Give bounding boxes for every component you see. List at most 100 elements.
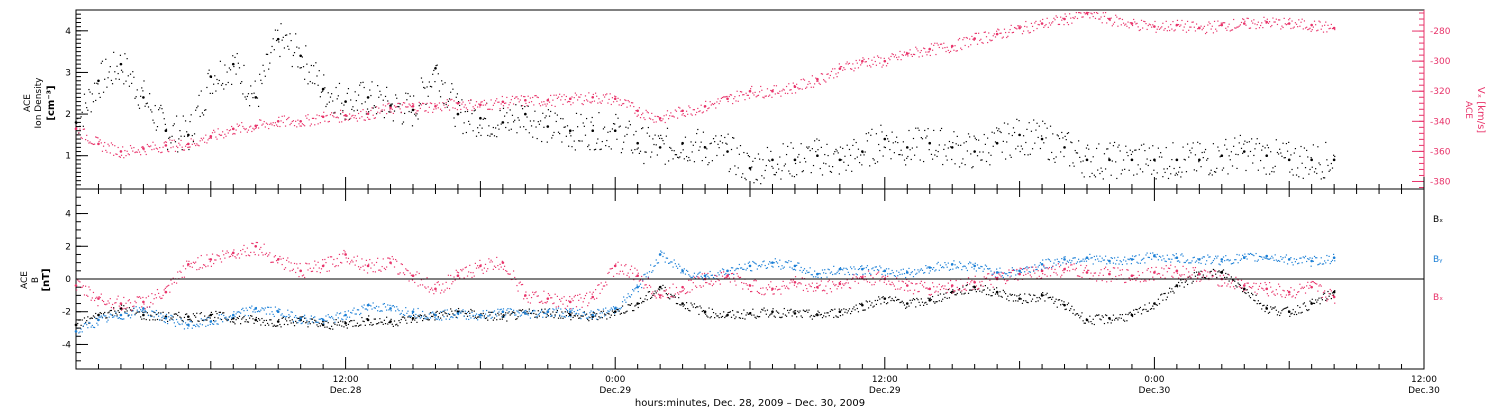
bz-series-dot [183,276,186,278]
density-series-dot [165,128,168,130]
bz-series-dot [296,263,298,265]
by-series-dot [278,308,280,310]
density-series-dot [656,154,658,156]
bx-series-dot [867,307,870,309]
density-series-dot [430,86,433,88]
by-series-dot [616,307,618,309]
bx-series-dot [964,292,966,294]
vx-series-dot [1247,17,1249,20]
bz-series-point [119,302,123,305]
density-series-dot [371,81,373,83]
density-series-dot [909,149,911,151]
bx-series-dot [404,317,406,319]
vx-series-dot [553,94,555,96]
by-series-dot [572,307,574,310]
density-series-dot [243,64,245,67]
bx-series-dot [390,318,392,320]
density-series-dot [1328,170,1330,172]
by-series-dot [964,265,966,267]
vx-series-dot [773,85,775,87]
density-series-dot [1186,143,1189,145]
vx-series-dot [750,88,752,90]
bx-series-dot [590,314,592,316]
by-series-dot [903,272,906,275]
by-series-dot [97,324,99,326]
bx-series-dot [231,318,233,321]
bx-series-dot [665,292,667,295]
bx-series-dot [689,310,691,312]
vx-series-dot [1289,17,1291,20]
by-series-dot [748,261,751,263]
density-series-dot [790,142,792,144]
bx-series-dot [1285,307,1288,309]
vx-series-dot [330,112,333,114]
vx-series-dot [806,86,808,88]
bz-series-dot [106,303,108,305]
density-series-dot [544,117,546,119]
bx-series-dot [1317,299,1319,301]
bz-series-dot [320,268,323,270]
density-series-dot [1151,173,1153,175]
vx-series-dot [417,110,419,112]
vx-series-dot [1286,23,1289,25]
vx-series-dot [785,85,788,88]
density-series-dot [293,52,296,54]
density-series-dot [406,99,408,101]
by-series-dot [1083,260,1085,262]
density-series-dot [346,92,348,95]
bx-series-dot [1025,300,1027,302]
density-series-dot [1213,171,1216,173]
density-series-dot [770,150,772,153]
vx-series-dot [290,122,292,124]
vx-series-dot [1021,33,1024,35]
bx-series-dot [769,314,771,316]
density-series-dot [1254,148,1256,150]
bx-series-dot [971,289,973,291]
bx-series-dot [1289,315,1291,317]
density-series-dot [325,105,327,108]
density-series-dot [1189,149,1191,152]
vx-series-dot [838,63,840,65]
density-series-dot [1056,134,1058,136]
bx-series-dot [791,315,793,317]
vx-series-dot [414,109,416,111]
bx-series-dot [1062,303,1064,305]
vx-series-dot [1165,20,1167,22]
by-series-dot [462,309,464,311]
vx-series-dot [611,97,614,99]
density-series-dot [583,125,585,127]
density-series-point [995,141,999,145]
bx-series-dot [197,320,199,322]
density-series-dot [619,125,621,127]
density-series-dot [691,151,693,153]
by-series-dot [598,309,600,311]
vx-series-dot [1057,23,1059,26]
by-series-dot [1101,257,1103,259]
density-series-dot [1307,156,1309,158]
by-series-dot [392,305,394,307]
vx-series-dot [452,107,454,109]
by-series-dot [181,323,183,325]
vx-series-dot [1249,27,1252,29]
vx-series-dot [791,92,793,94]
density-series-dot [457,101,460,103]
bz-series-dot [256,241,259,244]
density-series-dot [678,157,680,159]
bz-series-dot [105,304,107,306]
density-series-dot [1324,177,1326,179]
bx-series-dot [100,312,102,315]
vx-series-dot [993,33,995,35]
bz-series-dot [219,258,221,260]
by-series-dot [1136,261,1138,263]
vx-series-dot [184,145,187,147]
density-series-dot [377,85,379,87]
bx-series-dot [161,319,163,321]
by-series-dot [1193,256,1195,258]
density-series-dot [1301,162,1303,164]
density-series-dot [297,66,299,68]
density-series-point [1130,158,1134,162]
vx-series-dot [484,104,487,106]
bz-series-dot [278,257,280,260]
bx-series-dot [1230,276,1232,278]
density-series-dot [1325,141,1327,144]
